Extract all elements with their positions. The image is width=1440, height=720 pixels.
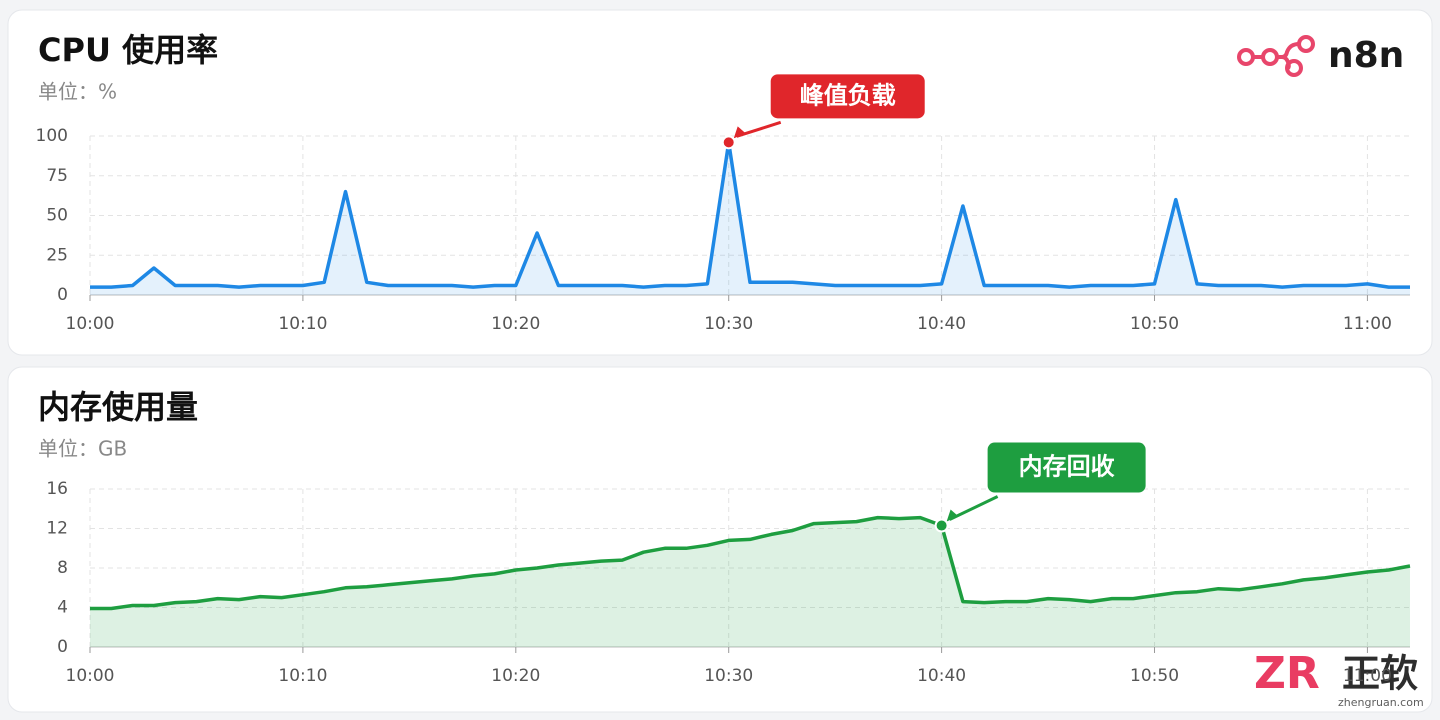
chart-subtitle: 单位：GB	[38, 437, 127, 461]
x-tick-label: 11:00	[1343, 314, 1392, 334]
x-tick-label: 10:40	[917, 666, 966, 686]
line	[90, 140, 1410, 289]
x-tick-label: 10:20	[491, 666, 540, 686]
x-tick-label: 10:30	[704, 666, 753, 686]
annotation-text: 峰值负载	[800, 81, 896, 109]
y-tick-label: 25	[46, 245, 68, 265]
y-tick-label: 12	[46, 519, 68, 539]
cpu-card	[7, 9, 1433, 356]
x-tick-label: 10:00	[66, 666, 115, 686]
watermark-icon: ZR	[1254, 648, 1320, 699]
annotation-box	[987, 442, 1146, 493]
y-tick-label: 50	[46, 206, 68, 226]
y-tick-label: 4	[57, 598, 68, 618]
memory-card	[7, 366, 1433, 713]
x-tick-label: 10:20	[491, 314, 540, 334]
x-tick-label: 11:00	[1343, 666, 1392, 686]
x-tick-label: 10:10	[278, 314, 327, 334]
y-tick-label: 8	[57, 558, 68, 578]
x-tick-label: 10:50	[1130, 666, 1179, 686]
chart-subtitle: 单位：%	[38, 80, 117, 104]
annotation-text: 内存回收	[1019, 453, 1115, 481]
chart-title: CPU 使用率	[38, 31, 218, 69]
x-tick-label: 10:50	[1130, 314, 1179, 334]
annotation-point	[934, 518, 949, 533]
x-tick-label: 10:40	[917, 314, 966, 334]
logo-text: n8n	[1328, 35, 1404, 76]
annotation-arrowhead	[733, 126, 746, 139]
area-fill	[90, 517, 1410, 647]
area-line	[90, 515, 1411, 611]
y-tick-label: 0	[57, 637, 68, 657]
y-tick-label: 100	[36, 126, 68, 146]
watermark-brand: 正软	[1342, 652, 1418, 696]
x-tick-label: 10:00	[66, 314, 115, 334]
y-tick-label: 0	[57, 285, 68, 305]
watermark: ZR 正软 zhengruan.com	[1254, 648, 1424, 709]
y-tick-label: 75	[46, 166, 68, 186]
chart-title: 内存使用量	[38, 388, 198, 426]
annotation-arrowhead	[946, 509, 959, 522]
watermark-url: zhengruan.com	[1338, 696, 1424, 709]
annotation-point	[721, 135, 736, 150]
x-tick-label: 10:10	[278, 666, 327, 686]
logo: n8n	[1237, 35, 1404, 77]
annotation-box	[770, 74, 925, 119]
y-tick-label: 16	[46, 479, 68, 499]
x-tick-label: 10:30	[704, 314, 753, 334]
